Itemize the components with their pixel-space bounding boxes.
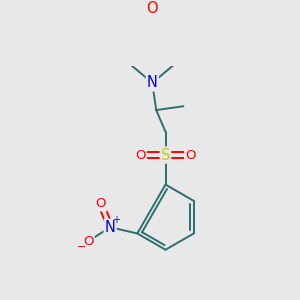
Text: +: +	[112, 215, 120, 225]
Text: O: O	[146, 1, 158, 16]
Text: S: S	[161, 148, 170, 163]
Text: O: O	[185, 148, 196, 162]
Text: −: −	[77, 242, 86, 252]
Text: N: N	[147, 75, 158, 90]
Text: N: N	[105, 220, 116, 235]
Text: O: O	[83, 235, 94, 248]
Text: O: O	[135, 148, 146, 162]
Text: O: O	[96, 197, 106, 211]
